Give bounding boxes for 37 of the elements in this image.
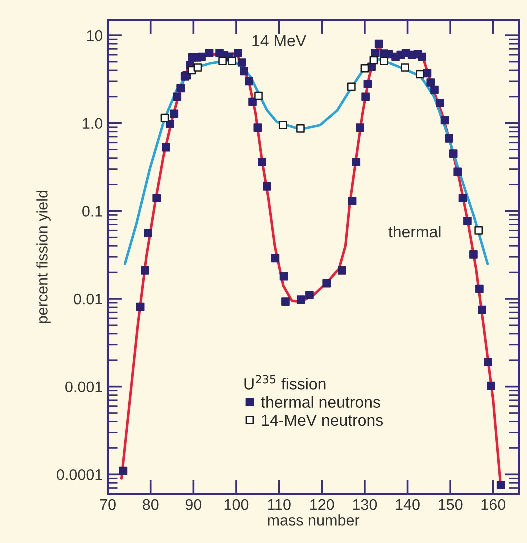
point bbox=[348, 82, 356, 92]
point bbox=[474, 226, 484, 235]
point bbox=[218, 57, 227, 66]
x-tick-label: 100 bbox=[224, 499, 249, 510]
point bbox=[380, 57, 388, 66]
x-tick-label: 90 bbox=[186, 499, 202, 510]
y-tick-label: 10 bbox=[87, 30, 103, 42]
x-tick-label: 70 bbox=[100, 499, 116, 510]
y-tick-label: 1.0 bbox=[83, 118, 103, 130]
point bbox=[370, 56, 378, 65]
x-tick-label: 120 bbox=[310, 499, 334, 510]
point bbox=[254, 92, 263, 100]
x-tick-label: 130 bbox=[353, 499, 378, 510]
y-tick-label: 0.0001 bbox=[57, 470, 102, 480]
annotation: thermal bbox=[388, 226, 441, 238]
y-axis-title: percent fission yield bbox=[36, 191, 51, 324]
point bbox=[296, 124, 305, 133]
point bbox=[279, 121, 288, 130]
x-tick-label: 160 bbox=[482, 499, 506, 510]
y-tick-label: 0.01 bbox=[74, 294, 102, 305]
point bbox=[160, 114, 170, 122]
x-tick-label: 150 bbox=[439, 499, 463, 510]
legend-title: U$^{235}$ fission bbox=[244, 375, 326, 390]
point bbox=[360, 64, 370, 73]
legend-label: thermal neutrons bbox=[261, 396, 380, 408]
point bbox=[401, 64, 410, 72]
point bbox=[194, 64, 202, 72]
x-tick-label: 80 bbox=[143, 499, 159, 510]
y-tick-label: 0.1 bbox=[82, 206, 102, 217]
x-tick-label: 110 bbox=[268, 499, 291, 510]
point bbox=[416, 70, 424, 79]
annotation: 14 MeV bbox=[252, 36, 306, 47]
x-axis-title: mass number bbox=[268, 514, 360, 526]
legend-label: 14-MeV neutrons bbox=[262, 414, 384, 426]
y-tick-label: 0.001 bbox=[66, 382, 102, 393]
point bbox=[228, 57, 236, 66]
x-tick-label: 140 bbox=[396, 499, 420, 510]
